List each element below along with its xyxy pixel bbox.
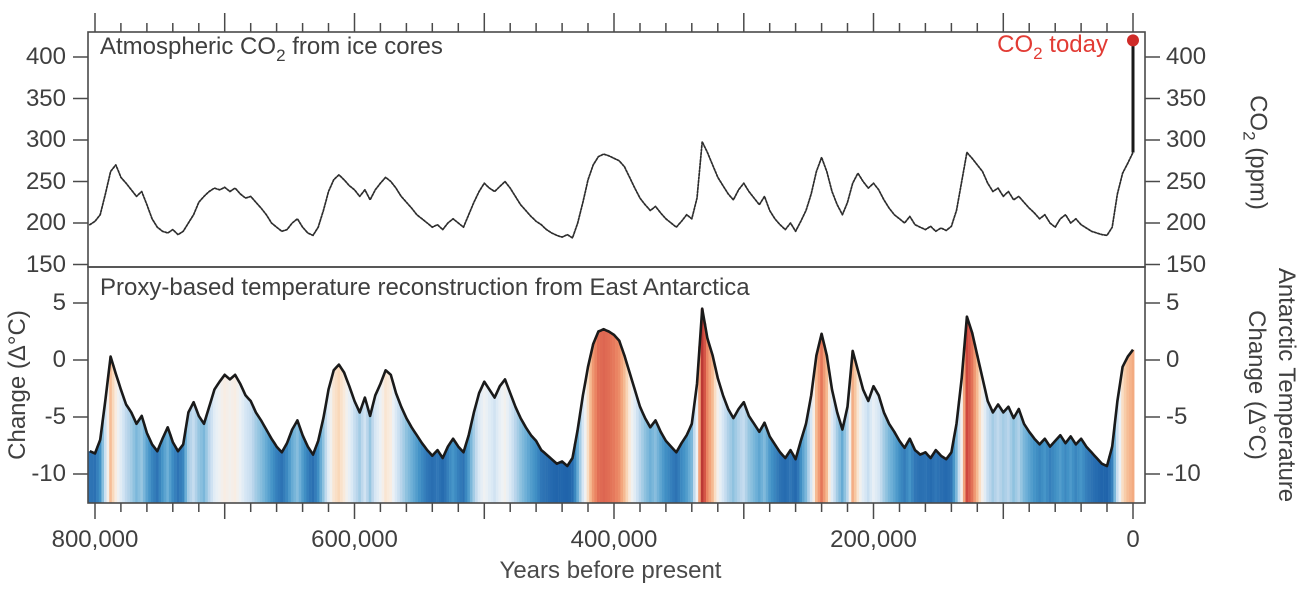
x-axis-ticks [94,13,1134,519]
right-axis-temp-title: Antarctic Temperature Change (Δ°C) [1241,165,1301,605]
subscript: 2 [1239,131,1259,141]
bottom-panel-border [87,266,1146,504]
co2-line [88,140,1134,239]
temp-tick-label-right: -5 [1166,403,1188,430]
temp-tick-label-left: -5 [44,403,66,430]
temperature-line [89,307,1135,468]
co2-tick-label-right: 400 [1166,43,1207,70]
co2-tick-label-left: 150 [25,250,66,278]
right-axis-temp-title-line1: Antarctic Temperature [1273,267,1300,503]
co2-axis-ticks [73,56,1160,266]
subscript: 2 [276,46,286,65]
co2-tick-label-left: 250 [25,167,66,195]
co2-tick-label-right: 350 [1166,84,1207,112]
bottom-panel-title: Proxy-based temperature reconstruction f… [100,274,750,301]
co2-tick-label-right: 250 [1166,167,1207,195]
co2-tick-label-right: 200 [1166,209,1207,236]
temp-axis-ticks [73,302,1160,475]
temp-tick-label-left: -10 [31,460,66,487]
co2-tick-label-right: 300 [1166,126,1207,153]
right-axis-temp-title-line2: Change (Δ°C) [1243,310,1270,460]
co2-tick-label-left: 400 [25,43,66,70]
subscript: 2 [1033,44,1043,63]
co2-today-dot [1127,34,1139,47]
co2-tick-label-left: 200 [25,209,66,236]
temp-tick-label-left: 5 [52,289,66,316]
co2-tick-label-left: 350 [25,84,66,112]
co2-tick-label-left: 300 [25,126,66,153]
temp-tick-label-left: 0 [52,346,66,373]
temp-tick-label-right: 0 [1166,346,1180,373]
temp-tick-label-right: -10 [1166,460,1201,487]
co2-tick-label-right: 150 [1166,250,1207,278]
x-tick-label: 400,000 [570,526,658,553]
x-tick-label: 0 [1126,526,1140,553]
top-panel-title: Atmospheric CO2 from ice cores [100,33,443,65]
temp-tick-label-right: 5 [1166,289,1180,316]
chart-canvas [73,13,1160,519]
co2-today-annotation: CO2 today [997,31,1108,63]
x-tick-label: 800,000 [51,526,139,553]
x-axis-title-cropped: Years before present [499,557,722,584]
x-tick-label: 600,000 [311,526,398,553]
x-tick-label: 200,000 [830,526,917,553]
left-axis-temp-title: Change (Δ°C) [4,310,31,460]
co2-temperature-figure: 800,000 600,000 400,000 200,000 0 400 400 350 35… [4,13,1300,584]
temperature-stripes [88,308,1135,503]
